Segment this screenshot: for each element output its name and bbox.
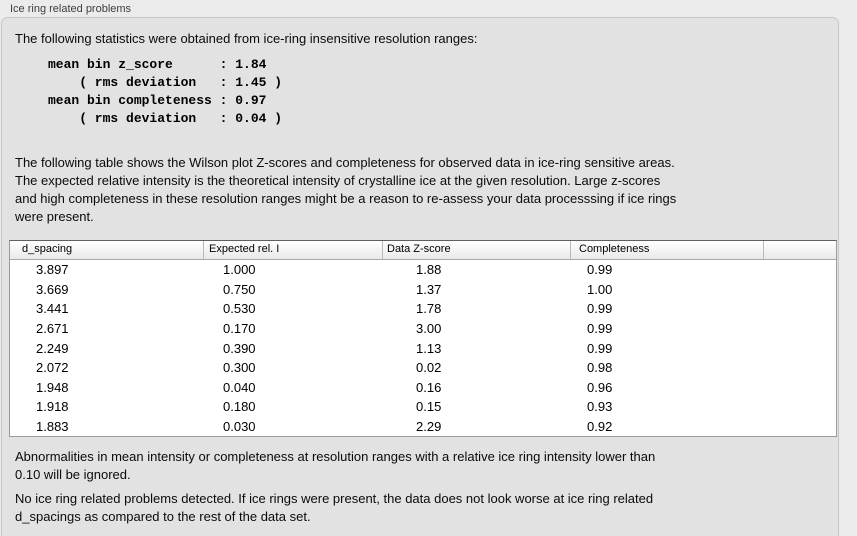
table-row[interactable]: 1.918 0.180 0.15 0.93 bbox=[10, 397, 836, 417]
table-cell: 3.897 bbox=[36, 262, 69, 278]
table-cell: 3.441 bbox=[36, 301, 69, 317]
table-cell: 0.99 bbox=[587, 262, 613, 278]
table-row[interactable]: 1.948 0.040 0.16 0.96 bbox=[10, 377, 836, 397]
column-header-expected-rel-i[interactable]: Expected rel. I bbox=[203, 241, 382, 259]
table-cell: 3.669 bbox=[36, 281, 69, 297]
table-cell: 1.883 bbox=[36, 418, 69, 434]
table-cell: 1.948 bbox=[36, 379, 69, 395]
ignore-threshold-note: Abnormalities in mean intensity or compl… bbox=[15, 449, 656, 482]
table-cell: 0.99 bbox=[587, 301, 613, 317]
table-cell: 0.030 bbox=[223, 418, 256, 434]
table-row[interactable]: 1.883 0.030 2.29 0.92 bbox=[10, 417, 836, 437]
table-cell: 0.390 bbox=[223, 340, 256, 356]
column-header-completeness[interactable]: Completeness bbox=[570, 241, 763, 259]
table-cell: 0.040 bbox=[223, 379, 256, 395]
table-cell: 0.750 bbox=[223, 281, 256, 297]
panel-title: Ice ring related problems bbox=[10, 3, 132, 15]
table-cell: 1.37 bbox=[416, 281, 442, 297]
intro-text: The following statistics were obtained f… bbox=[15, 31, 478, 46]
column-header-d-spacing[interactable]: d_spacing bbox=[22, 243, 73, 255]
table-cell: 0.300 bbox=[223, 360, 256, 376]
table-cell: 2.29 bbox=[416, 418, 442, 434]
table-cell: 1.918 bbox=[36, 399, 69, 415]
table-header-row: d_spacing Expected rel. I Data Z-score Comp… bbox=[10, 241, 836, 260]
column-header-blank[interactable] bbox=[763, 241, 836, 259]
table-cell: 1.000 bbox=[223, 262, 256, 278]
table-cell: 0.180 bbox=[223, 399, 256, 415]
table-row[interactable]: 2.249 0.390 1.13 0.99 bbox=[10, 338, 836, 358]
table-row[interactable]: 3.669 0.750 1.37 1.00 bbox=[10, 280, 836, 300]
table-cell: 0.530 bbox=[223, 301, 256, 317]
table-row[interactable]: 3.441 0.530 1.78 0.99 bbox=[10, 299, 836, 319]
table-cell: 1.13 bbox=[416, 340, 442, 356]
table-body: 3.897 1.000 1.88 0.99 3.669 0.750 1.37 1.00 3.44… bbox=[10, 260, 836, 436]
table-cell: 2.249 bbox=[36, 340, 69, 356]
table-cell: 0.15 bbox=[416, 399, 442, 415]
table-cell: 0.170 bbox=[223, 320, 256, 336]
table-cell: 0.96 bbox=[587, 379, 613, 395]
column-header-data-z-score[interactable]: Data Z-score bbox=[382, 241, 570, 259]
ice-ring-statistics-block: mean bin z_score : 1.84 ( rms deviation … bbox=[48, 57, 283, 126]
conclusion-text: No ice ring related problems detected. I… bbox=[15, 491, 654, 524]
table-cell: 2.671 bbox=[36, 320, 69, 336]
table-row[interactable]: 2.072 0.300 0.02 0.98 bbox=[10, 358, 836, 378]
table-cell: 0.93 bbox=[587, 399, 613, 415]
table-cell: 0.98 bbox=[587, 360, 613, 376]
table-description-text: The following table shows the Wilson plo… bbox=[15, 155, 677, 224]
table-cell: 1.88 bbox=[416, 262, 442, 278]
table-cell: 0.99 bbox=[587, 340, 613, 356]
table-cell: 1.78 bbox=[416, 301, 442, 317]
table-row[interactable]: 3.897 1.000 1.88 0.99 bbox=[10, 260, 836, 280]
table-cell: 0.16 bbox=[416, 379, 442, 395]
table-cell: 2.072 bbox=[36, 360, 69, 376]
table-row[interactable]: 2.671 0.170 3.00 0.99 bbox=[10, 319, 836, 339]
table-cell: 1.00 bbox=[587, 281, 613, 297]
table-cell: 0.02 bbox=[416, 360, 442, 376]
table-cell: 0.92 bbox=[587, 418, 613, 434]
table-cell: 3.00 bbox=[416, 320, 442, 336]
table-cell: 0.99 bbox=[587, 320, 613, 336]
ice-ring-table: d_spacing Expected rel. I Data Z-score Comp… bbox=[9, 240, 837, 437]
